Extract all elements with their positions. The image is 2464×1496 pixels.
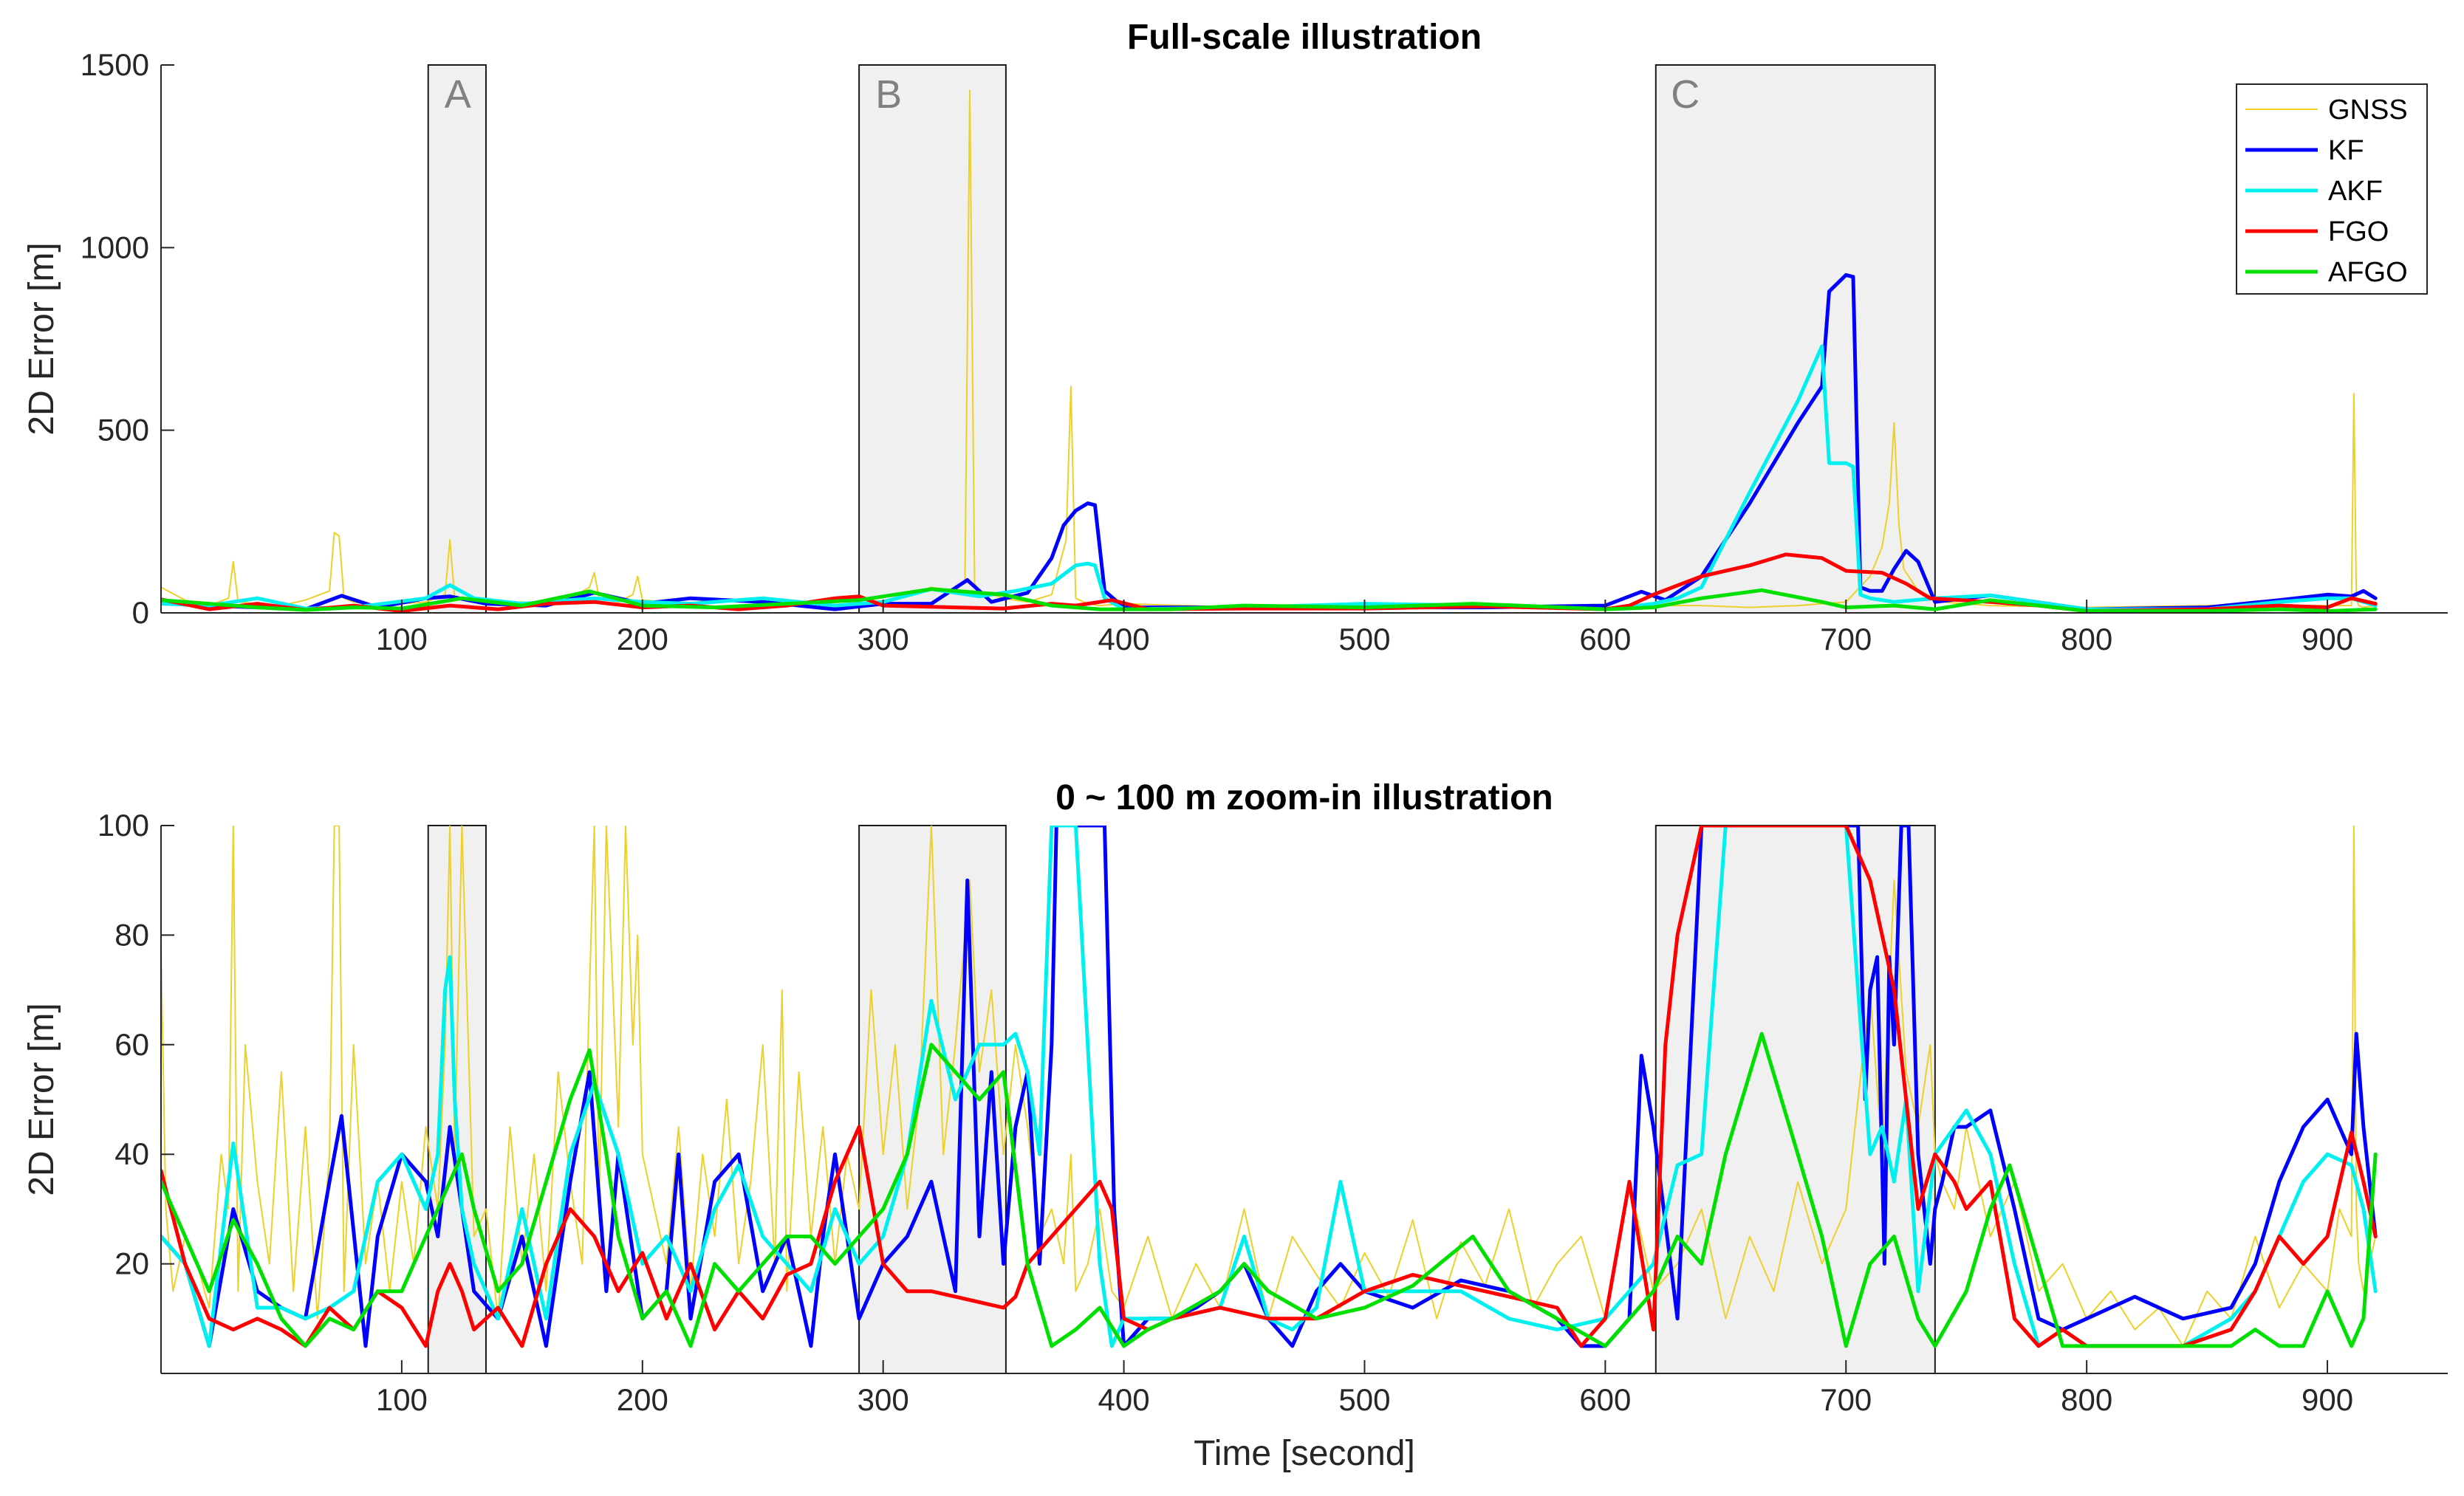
- y-axis-label: 2D Error [m]: [22, 1003, 61, 1195]
- y-tick-label: 20: [114, 1246, 149, 1281]
- x-tick-label: 200: [617, 1382, 668, 1417]
- region-label-A: A: [445, 72, 471, 117]
- y-tick-label: 40: [114, 1136, 149, 1171]
- legend-label-fgo: FGO: [2328, 216, 2389, 247]
- y-tick-label: 500: [97, 413, 149, 447]
- x-tick-label: 800: [2061, 1382, 2112, 1417]
- y-tick-label: 60: [114, 1027, 149, 1062]
- x-tick-label: 500: [1338, 1382, 1390, 1417]
- region-C: [1654, 64, 1936, 614]
- axes: 100 200 300 400 500 600 700 800 900 20 40 60 80 100: [97, 808, 2448, 1417]
- x-tick-label: 500: [1338, 622, 1390, 656]
- x-tick-label: 900: [2302, 1382, 2353, 1417]
- series-line-akf: [161, 826, 2378, 1348]
- y-tick-label: 80: [114, 917, 149, 952]
- legend-label-gnss: GNSS: [2328, 95, 2408, 126]
- series-line-fgo: [161, 826, 2378, 1348]
- panel-zoom-in: 100 200 300 400 500 600 700 800 900 20 40 60 80 100 0…: [22, 778, 2448, 1473]
- legend-label-akf: AKF: [2328, 176, 2383, 207]
- series-line-afgo: [161, 587, 2378, 613]
- x-tick-label: 100: [376, 622, 428, 656]
- series-group: [161, 89, 2378, 613]
- series-line-gnss: [161, 826, 2377, 1347]
- x-tick-label: 200: [617, 622, 668, 656]
- legend-label-kf: KF: [2328, 135, 2364, 166]
- x-tick-label: 800: [2061, 622, 2112, 656]
- y-tick-label: 0: [132, 595, 149, 630]
- x-tick-label: 400: [1098, 622, 1150, 656]
- region-A: [427, 64, 487, 614]
- y-tick-label: 1500: [81, 47, 149, 82]
- highlight-regions: [427, 825, 1936, 1374]
- x-tick-label: 600: [1579, 1382, 1631, 1417]
- region-label-C: C: [1671, 72, 1700, 117]
- legend: GNSS KF AKF FGO AFGO: [2236, 83, 2428, 295]
- y-tick-label: 1000: [81, 230, 149, 264]
- series-line-afgo: [161, 1032, 2378, 1348]
- y-tick-label: 100: [97, 808, 149, 843]
- series-group: [161, 826, 2378, 1348]
- chart-title: Full-scale illustration: [1127, 18, 1482, 57]
- x-tick-label: 700: [1820, 1382, 1872, 1417]
- x-tick-label: 300: [858, 622, 909, 656]
- plot-area: [161, 65, 2448, 613]
- x-tick-label: 700: [1820, 622, 1872, 656]
- x-axis-label: Time [second]: [1194, 1434, 1415, 1473]
- x-tick-label: 400: [1098, 1382, 1150, 1417]
- axes: 100 200 300 400 500 600 700 800 900 0 500 1000 1500: [81, 47, 2448, 656]
- x-tick-label: 600: [1579, 622, 1631, 656]
- x-tick-label: 300: [858, 1382, 909, 1417]
- y-axis-label: 2D Error [m]: [22, 242, 61, 435]
- highlight-regions: A B C: [427, 64, 1936, 614]
- chart-title: 0 ~ 100 m zoom-in illustration: [1055, 778, 1553, 817]
- x-tick-label: 900: [2302, 622, 2353, 656]
- x-tick-label: 100: [376, 1382, 428, 1417]
- region-B: [858, 64, 1007, 614]
- legend-label-afgo: AFGO: [2328, 257, 2408, 288]
- region-label-B: B: [875, 72, 902, 117]
